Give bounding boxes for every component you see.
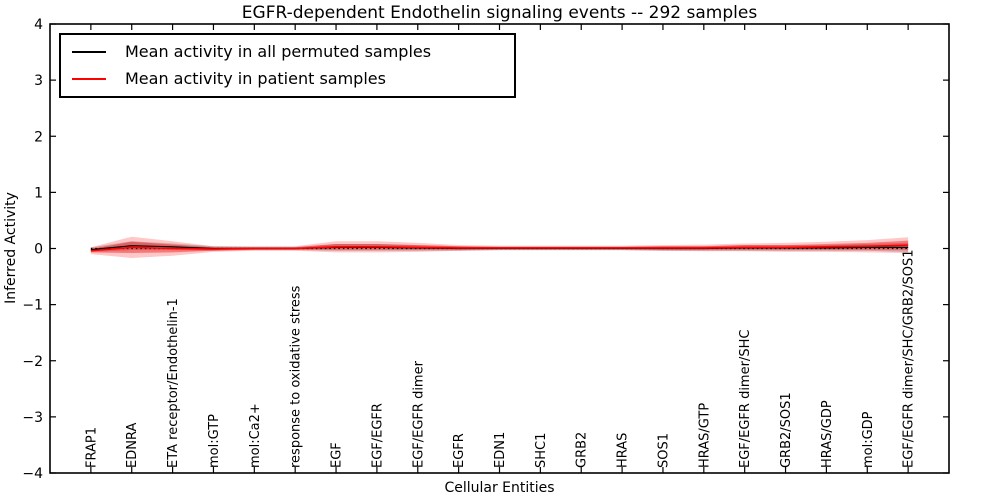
- x-tick-label: response to oxidative stress: [289, 285, 304, 468]
- x-tick-label: HRAS/GTP: [697, 403, 712, 468]
- x-tick-label: SHC1: [534, 433, 549, 468]
- x-tick-label: EGF: [330, 442, 345, 468]
- x-tick-label: EGF/EGFR dimer/SHC/GRB2/SOS1: [902, 250, 917, 469]
- y-tick-label: 4: [34, 17, 43, 33]
- x-tick-label: EGF/EGFR dimer/SHC: [738, 330, 753, 468]
- x-tick-label: GRB2: [575, 432, 590, 468]
- x-tick-label: FRAP1: [84, 427, 99, 468]
- y-tick-label: −3: [22, 410, 43, 426]
- patient-mean-line: [90, 244, 909, 252]
- legend-item-patient: Mean activity in patient samples: [72, 68, 514, 88]
- x-tick-label: EGF/EGFR: [370, 403, 385, 468]
- x-tick-label: EDNRA: [125, 423, 140, 468]
- y-tick-label: 0: [34, 242, 43, 258]
- x-tick-label: mol:GDP: [861, 411, 876, 468]
- x-tick-label: EGF/EGFR dimer: [411, 360, 426, 468]
- x-tick-label: HRAS: [616, 433, 631, 468]
- patient-std-band-inner: [90, 240, 909, 253]
- legend-label-permuted: Mean activity in all permuted samples: [125, 42, 432, 62]
- x-tick-label: mol:Ca2+: [248, 403, 263, 468]
- x-tick-label: EDN1: [493, 432, 508, 468]
- patient-line-swatch: [72, 77, 106, 80]
- x-tick-label: SOS1: [656, 433, 671, 468]
- y-tick-label: 3: [34, 73, 43, 89]
- x-tick-label: HRAS/GDP: [820, 400, 835, 468]
- y-tick-label: 1: [34, 185, 43, 201]
- y-tick-label: −1: [22, 298, 43, 314]
- permuted-line-swatch: [72, 51, 106, 54]
- x-tick-label: ETA receptor/Endothelin-1: [166, 298, 181, 468]
- x-axis-label: Cellular Entities: [444, 480, 555, 496]
- x-tick-label: EGFR: [452, 433, 467, 468]
- legend-item-permuted: Mean activity in all permuted samples: [72, 43, 514, 61]
- chart-title: EGFR-dependent Endothelin signaling even…: [241, 3, 758, 23]
- y-tick-label: −4: [22, 466, 43, 482]
- y-tick-label: −2: [22, 354, 43, 370]
- y-tick-label: 2: [34, 129, 43, 145]
- legend-box: Mean activity in all permuted samples Me…: [59, 33, 516, 98]
- legend-label-patient: Mean activity in patient samples: [125, 68, 386, 88]
- x-tick-label: GRB2/SOS1: [779, 392, 794, 468]
- x-tick-label: mol:GTP: [207, 414, 222, 468]
